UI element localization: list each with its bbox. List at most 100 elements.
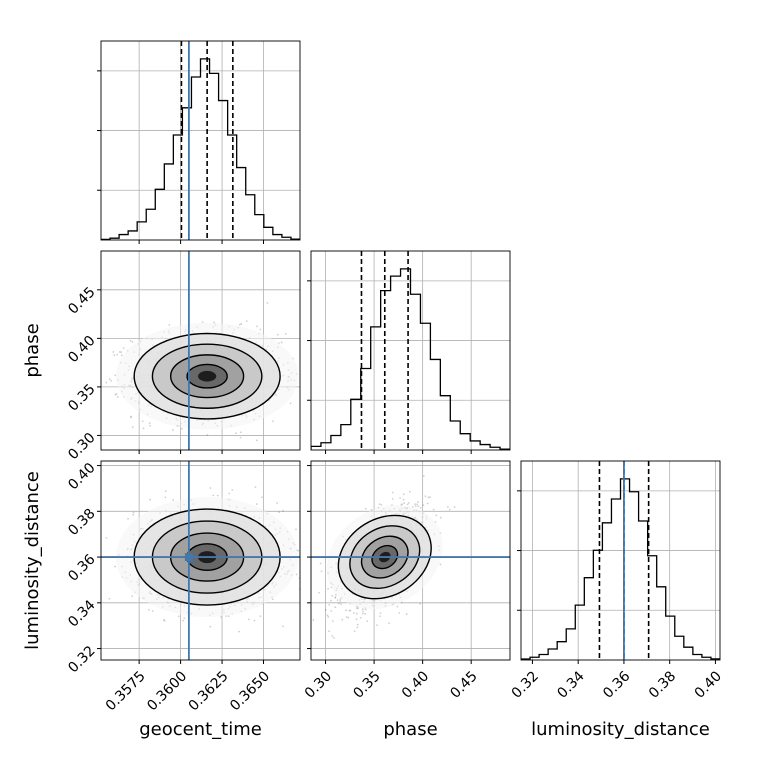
scatter-point: [340, 603, 342, 606]
panel-frame: [100, 250, 301, 451]
scatter-point: [341, 618, 344, 621]
scatter-point: [353, 630, 356, 633]
scatter-point: [307, 391, 309, 393]
y-tick-label-phase: 0.45: [65, 284, 98, 317]
scatter-point: [281, 625, 284, 628]
scatter-point: [122, 347, 125, 349]
panel-luminosity_distance-geocent_time: [94, 460, 301, 664]
scatter-point: [333, 637, 335, 639]
scatter-point: [422, 475, 425, 478]
panel-geocent_time-geocent_time: [97, 40, 301, 244]
scatter-point: [391, 491, 394, 494]
panel-luminosity_distance-luminosity_distance: [517, 460, 721, 664]
scatter-point: [396, 605, 399, 608]
scatter-point: [336, 599, 339, 602]
scatter-point: [388, 622, 391, 625]
scatter-point: [209, 487, 212, 489]
y-axis-label-luminosity_distance: luminosity_distance: [22, 471, 43, 650]
scatter-point: [401, 503, 403, 506]
scatter-point: [356, 626, 359, 629]
scatter-point: [238, 630, 240, 633]
scatter-point: [334, 596, 337, 599]
x-tick-label-luminosity_distance: 0.36: [600, 668, 633, 701]
scatter-point: [105, 537, 108, 539]
scatter-point: [94, 551, 96, 553]
panel-phase-geocent_time: [59, 250, 318, 454]
scatter-point: [424, 495, 427, 498]
scatter-point: [259, 328, 262, 331]
x-tick-label-geocent_time: 0.3650: [227, 668, 273, 714]
scatter-point: [414, 503, 416, 506]
scatter-point: [446, 506, 449, 508]
panel-luminosity_distance-phase: [307, 460, 511, 664]
scatter-point: [114, 374, 117, 377]
x-axis-label-luminosity_distance: luminosity_distance: [531, 719, 710, 740]
scatter-point: [355, 618, 358, 621]
scatter-point: [327, 587, 329, 590]
scatter-point: [427, 496, 430, 499]
scatter-point: [163, 619, 166, 622]
scatter-point: [131, 595, 134, 598]
scatter-point: [417, 505, 419, 508]
scatter-point: [141, 420, 144, 423]
panel-phase-phase: [307, 250, 511, 454]
scatter-point: [239, 436, 242, 439]
scatter-point: [407, 501, 410, 504]
scatter-point: [110, 379, 113, 382]
scatter-point: [324, 608, 327, 611]
panel-content: [101, 41, 300, 240]
scatter-point: [359, 616, 362, 619]
scatter-point: [326, 614, 329, 617]
scatter-point: [337, 602, 340, 605]
scatter-point: [318, 591, 320, 594]
scatter-point: [278, 511, 281, 514]
y-tick-label-phase: 0.30: [65, 430, 98, 463]
scatter-point: [426, 502, 429, 505]
scatter-point: [307, 633, 309, 635]
scatter-point: [112, 351, 115, 353]
scatter-point: [239, 431, 242, 434]
scatter-point: [349, 609, 352, 612]
scatter-point: [181, 427, 183, 430]
scatter-point: [439, 516, 442, 519]
scatter-point: [402, 493, 405, 496]
scatter-point: [355, 607, 358, 610]
scatter-point: [319, 562, 322, 565]
scatter-point: [206, 434, 209, 436]
panel-frame: [100, 460, 301, 661]
scatter-point: [164, 490, 167, 493]
scatter-point: [132, 513, 135, 516]
scatter-point: [131, 340, 134, 343]
scatter-point: [254, 486, 257, 488]
scatter-point: [259, 615, 262, 618]
scatter-point: [361, 612, 364, 615]
scatter-point: [127, 517, 129, 520]
scatter-point: [149, 498, 151, 501]
scatter-point: [419, 506, 422, 509]
scatter-point: [331, 620, 334, 622]
scatter-point: [231, 489, 234, 491]
scatter-point: [327, 615, 330, 618]
scatter-point: [330, 599, 332, 602]
scatter-point: [366, 620, 369, 623]
x-tick-label-luminosity_distance: 0.38: [646, 668, 679, 701]
scatter-point: [331, 635, 334, 638]
x-tick-label-phase: 0.40: [399, 668, 432, 701]
scatter-point: [59, 365, 61, 367]
scatter-point: [289, 402, 292, 405]
histogram-geocent_time: [101, 58, 300, 240]
scatter-point: [105, 381, 108, 384]
scatter-point: [164, 496, 167, 499]
y-tick-label-phase: 0.40: [65, 333, 98, 366]
panel-content: [59, 251, 318, 450]
scatter-point: [435, 514, 438, 517]
scatter-point: [378, 503, 381, 505]
scatter-point: [120, 351, 123, 353]
scatter-point: [316, 378, 318, 380]
scatter-point: [376, 624, 378, 627]
scatter-point: [247, 618, 250, 621]
scatter-point: [361, 608, 364, 611]
scatter-point: [422, 504, 425, 507]
scatter-point: [414, 505, 417, 507]
